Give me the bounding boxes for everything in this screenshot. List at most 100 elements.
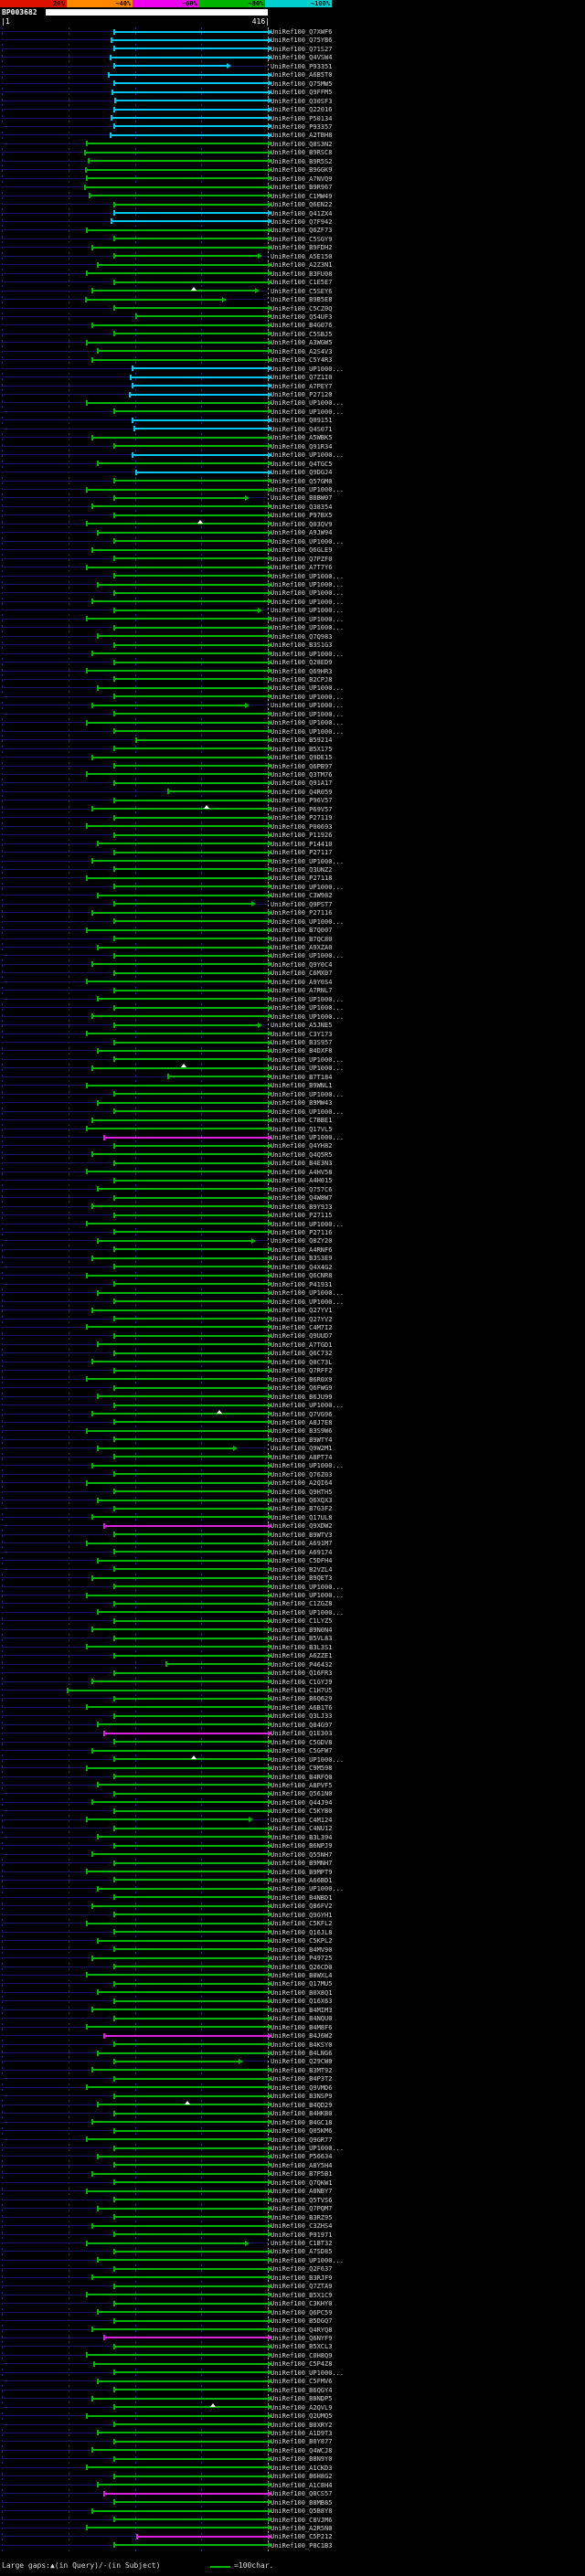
hit-bar[interactable]	[113, 238, 268, 240]
hit-id-label[interactable]: UniRef100_Q6CNR8	[271, 1272, 333, 1280]
hit-id-label[interactable]: UniRef100_Q2UMQ5	[271, 2412, 333, 2421]
hit-bar[interactable]	[91, 436, 268, 439]
hit-bar[interactable]	[113, 1507, 268, 1510]
hit-bar[interactable]	[113, 212, 268, 215]
hit-id-label[interactable]: UniRef100_UP1000...	[271, 1065, 345, 1073]
hit-bar[interactable]	[97, 1049, 268, 1052]
hit-bar[interactable]	[113, 1196, 268, 1199]
hit-bar[interactable]	[113, 2181, 268, 2184]
hit-id-label[interactable]: UniRef100_Q5TVS6	[271, 2196, 333, 2204]
hit-id-label[interactable]: UniRef100_P96V57	[271, 797, 333, 805]
hit-id-label[interactable]: UniRef100_P27120	[271, 391, 333, 399]
hit-bar[interactable]	[112, 90, 268, 93]
hit-id-label[interactable]: UniRef100_B7P5B1	[271, 2170, 333, 2178]
hit-id-label[interactable]: UniRef100_Q7XWF6	[271, 28, 333, 36]
hit-bar[interactable]	[87, 1326, 268, 1329]
hit-bar[interactable]	[113, 1300, 268, 1303]
hit-id-label[interactable]: UniRef100_Q6NYF9	[271, 2334, 333, 2342]
hit-bar[interactable]	[113, 445, 268, 448]
hit-id-label[interactable]: UniRef100_C7BBE1	[271, 1117, 333, 1125]
hit-id-label[interactable]: UniRef100_UP1000...	[271, 451, 345, 460]
hit-id-label[interactable]: UniRef100_Q3TM76	[271, 770, 333, 779]
hit-id-label[interactable]: UniRef100_B6NPJ9	[271, 1842, 333, 1850]
hit-id-label[interactable]: UniRef100_A691M7	[271, 1540, 333, 1548]
hit-id-label[interactable]: UniRef100_UP1000...	[271, 2145, 345, 2153]
hit-id-label[interactable]: UniRef100_P56634	[271, 2153, 333, 2161]
hit-id-label[interactable]: UniRef100_C1GYJ9	[271, 1678, 333, 1686]
hit-bar[interactable]	[97, 1291, 268, 1294]
hit-id-label[interactable]: UniRef100_Q17UL8	[271, 1513, 333, 1521]
hit-id-label[interactable]: UniRef100_B9MW43	[271, 1099, 333, 1108]
hit-bar[interactable]	[87, 272, 268, 275]
hit-id-label[interactable]: UniRef100_C5GFW7	[271, 1747, 333, 1755]
hit-bar[interactable]	[97, 2484, 268, 2486]
hit-id-label[interactable]: UniRef100_C5GDV8	[271, 1738, 333, 1746]
hit-id-label[interactable]: UniRef100_C1H7U5	[271, 1687, 333, 1694]
hit-bar[interactable]	[113, 903, 251, 906]
hit-bar[interactable]	[113, 1144, 268, 1147]
hit-bar[interactable]	[113, 30, 268, 33]
hit-bar[interactable]	[91, 1904, 268, 1907]
hit-id-label[interactable]: UniRef100_B4HKB0	[271, 2110, 333, 2118]
hit-bar[interactable]	[87, 981, 268, 983]
hit-bar[interactable]	[87, 1429, 268, 1432]
hit-id-label[interactable]: UniRef100_Q7RFF2	[271, 1367, 333, 1375]
hit-id-label[interactable]: UniRef100_Q757C6	[271, 1185, 333, 1193]
hit-bar[interactable]	[87, 1871, 268, 1873]
hit-id-label[interactable]: UniRef100_B4NBD1	[271, 1893, 333, 1902]
hit-id-label[interactable]: UniRef100_Q4VSW4	[271, 54, 333, 62]
hit-id-label[interactable]: UniRef100_Q9PST7	[271, 900, 333, 908]
hit-bar[interactable]	[94, 2362, 268, 2365]
hit-id-label[interactable]: UniRef100_P46432	[271, 1660, 333, 1669]
hit-bar[interactable]	[111, 117, 268, 120]
hit-id-label[interactable]: UniRef100_Q7QKW1	[271, 2178, 333, 2187]
hit-bar[interactable]	[167, 790, 268, 793]
hit-id-label[interactable]: UniRef100_P0C1B3	[271, 2541, 333, 2549]
hit-id-label[interactable]: UniRef100_C5CZ0Q	[271, 304, 333, 313]
hit-id-label[interactable]: UniRef100_B6Q629	[271, 1695, 333, 1703]
hit-bar[interactable]	[113, 496, 245, 499]
hit-bar[interactable]	[113, 333, 268, 335]
hit-id-label[interactable]: UniRef100_Q6ZF73	[271, 227, 333, 235]
hit-id-label[interactable]: UniRef100_Q04G97	[271, 1721, 333, 1729]
hit-id-label[interactable]: UniRef100_A7TGD1	[271, 1341, 333, 1349]
hit-bar[interactable]	[113, 2077, 268, 2080]
hit-bar[interactable]	[113, 1827, 268, 1829]
hit-id-label[interactable]: UniRef100_B8N9Y0	[271, 2455, 333, 2464]
hit-bar[interactable]	[97, 998, 268, 1001]
hit-id-label[interactable]: UniRef100_C5KFL2	[271, 1920, 333, 1928]
hit-bar[interactable]	[97, 1395, 268, 1398]
hit-id-label[interactable]: UniRef100_P27116	[271, 1228, 333, 1236]
hit-bar[interactable]	[87, 2527, 268, 2529]
hit-id-label[interactable]: UniRef100_Q4TGC5	[271, 460, 333, 468]
hit-bar[interactable]	[91, 548, 268, 551]
hit-id-label[interactable]: UniRef100_Q6GLE9	[271, 546, 333, 555]
hit-bar[interactable]	[113, 954, 268, 957]
hit-id-label[interactable]: UniRef100_Q26CD0	[271, 1963, 333, 1971]
hit-id-label[interactable]: UniRef100_B9QET3	[271, 1574, 333, 1583]
hit-bar[interactable]	[97, 635, 268, 638]
hit-id-label[interactable]: UniRef100_Q7Q983	[271, 632, 333, 641]
hit-id-label[interactable]: UniRef100_B4RFQ0	[271, 1773, 333, 1781]
hit-id-label[interactable]: UniRef100_B4KSY0	[271, 2041, 333, 2049]
hit-id-label[interactable]: UniRef100_C5Y4R3	[271, 356, 333, 365]
hit-bar[interactable]	[91, 246, 268, 249]
hit-bar[interactable]	[113, 1456, 268, 1458]
hit-bar[interactable]	[113, 108, 268, 111]
hit-bar[interactable]	[113, 1369, 268, 1372]
hit-bar[interactable]	[91, 1309, 268, 1311]
hit-id-label[interactable]: UniRef100_Q9VMD6	[271, 2083, 333, 2092]
hit-bar[interactable]	[113, 48, 268, 50]
hit-id-label[interactable]: UniRef100_Q4Q5R5	[271, 1150, 333, 1159]
hit-bar[interactable]	[97, 263, 268, 266]
hit-id-label[interactable]: UniRef100_Q4YH82	[271, 1142, 333, 1150]
hit-bar[interactable]	[87, 2138, 268, 2141]
hit-id-label[interactable]: UniRef100_B4G076	[271, 322, 333, 330]
hit-bar[interactable]	[91, 1680, 268, 1683]
hit-bar[interactable]	[113, 1551, 268, 1553]
hit-id-label[interactable]: UniRef100_C1BT32	[271, 2240, 333, 2247]
hit-bar[interactable]	[87, 1542, 268, 1544]
hit-id-label[interactable]: UniRef100_A8Y5H4	[271, 2161, 333, 2169]
hit-bar[interactable]	[97, 2207, 268, 2210]
hit-id-label[interactable]: UniRef100_B3S1G3	[271, 641, 333, 650]
